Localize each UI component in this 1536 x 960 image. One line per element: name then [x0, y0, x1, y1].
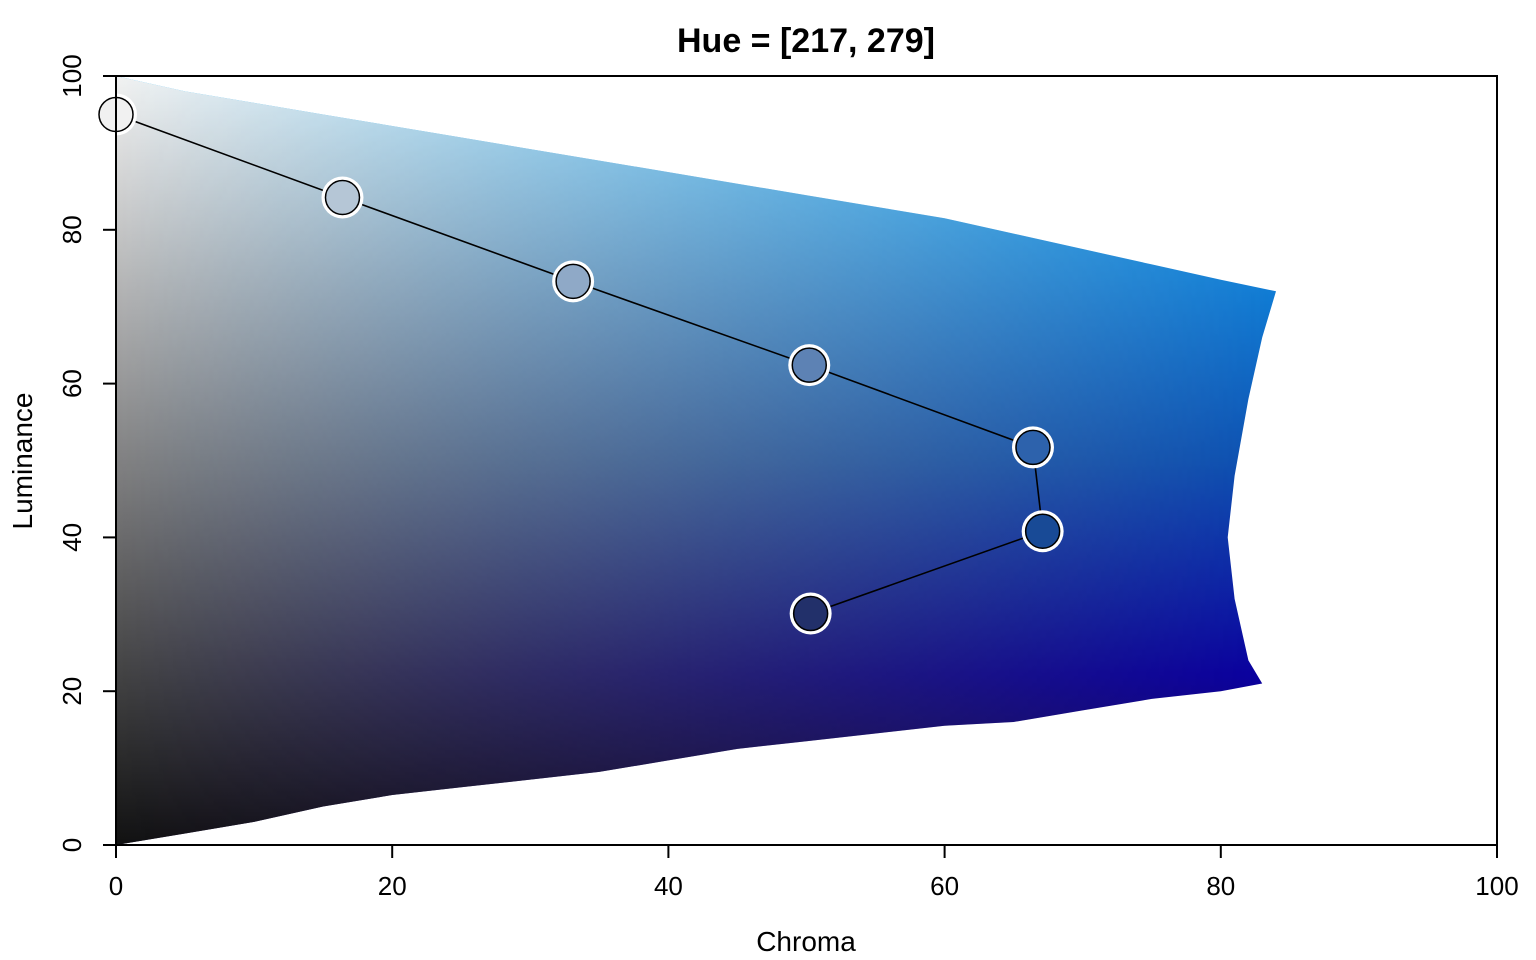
gamut-fill-gray: [116, 76, 1276, 845]
x-tick-label: 100: [1475, 871, 1518, 901]
y-axis-label: Luminance: [7, 393, 38, 530]
y-tick-label: 60: [57, 369, 87, 398]
y-tick-label: 0: [57, 838, 87, 852]
series-path: [95, 93, 1064, 635]
data-point: [552, 260, 595, 303]
x-tick-label: 20: [378, 871, 407, 901]
x-axis-label: Chroma: [756, 926, 856, 957]
y-tick-label: 100: [57, 54, 87, 97]
data-point: [789, 592, 832, 635]
y-tick-label: 80: [57, 215, 87, 244]
y-axis: 0 20 40 60 80 100: [57, 54, 117, 852]
y-tick-label: 40: [57, 523, 87, 552]
data-point: [321, 176, 364, 219]
color-gamut-region: [116, 76, 1276, 845]
x-tick-label: 80: [1206, 871, 1235, 901]
data-point: [1021, 510, 1064, 553]
x-tick-label: 40: [654, 871, 683, 901]
x-tick-label: 60: [930, 871, 959, 901]
x-axis: 0 20 40 60 80 100: [109, 844, 1519, 901]
data-point: [788, 344, 831, 387]
chart-title: Hue = [217, 279]: [677, 22, 935, 60]
data-point: [1011, 426, 1054, 469]
x-tick-label: 0: [109, 871, 123, 901]
y-tick-label: 20: [57, 677, 87, 706]
